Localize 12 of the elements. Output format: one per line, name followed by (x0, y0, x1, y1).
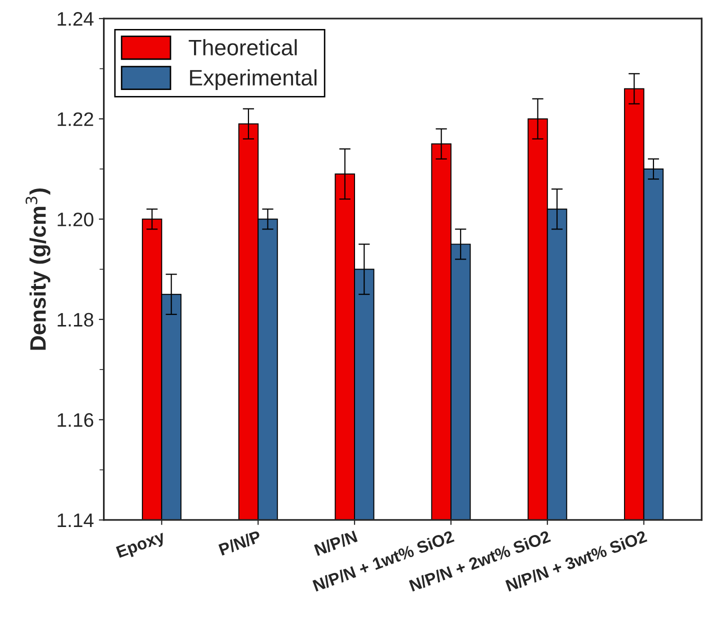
y-tick-label: 1.22 (58, 112, 94, 126)
legend-label: Experimental (190, 69, 316, 90)
y-tick-label: 1.20 (58, 212, 94, 226)
y-tick-label: 1.24 (58, 12, 94, 26)
x-tick-label: P/N/P (218, 530, 262, 556)
x-tick-label: N/P/N (314, 530, 358, 556)
legend-label: Theoretical (188, 39, 297, 56)
y-tick-label: 1.18 (58, 312, 94, 327)
y-tick-label: 1.16 (58, 413, 94, 427)
y-tick-label: 1.14 (58, 514, 94, 528)
y-axis-title: Density (g/cm$^{3}$) (26, 188, 50, 350)
x-tick-label: Epoxy (116, 530, 167, 562)
